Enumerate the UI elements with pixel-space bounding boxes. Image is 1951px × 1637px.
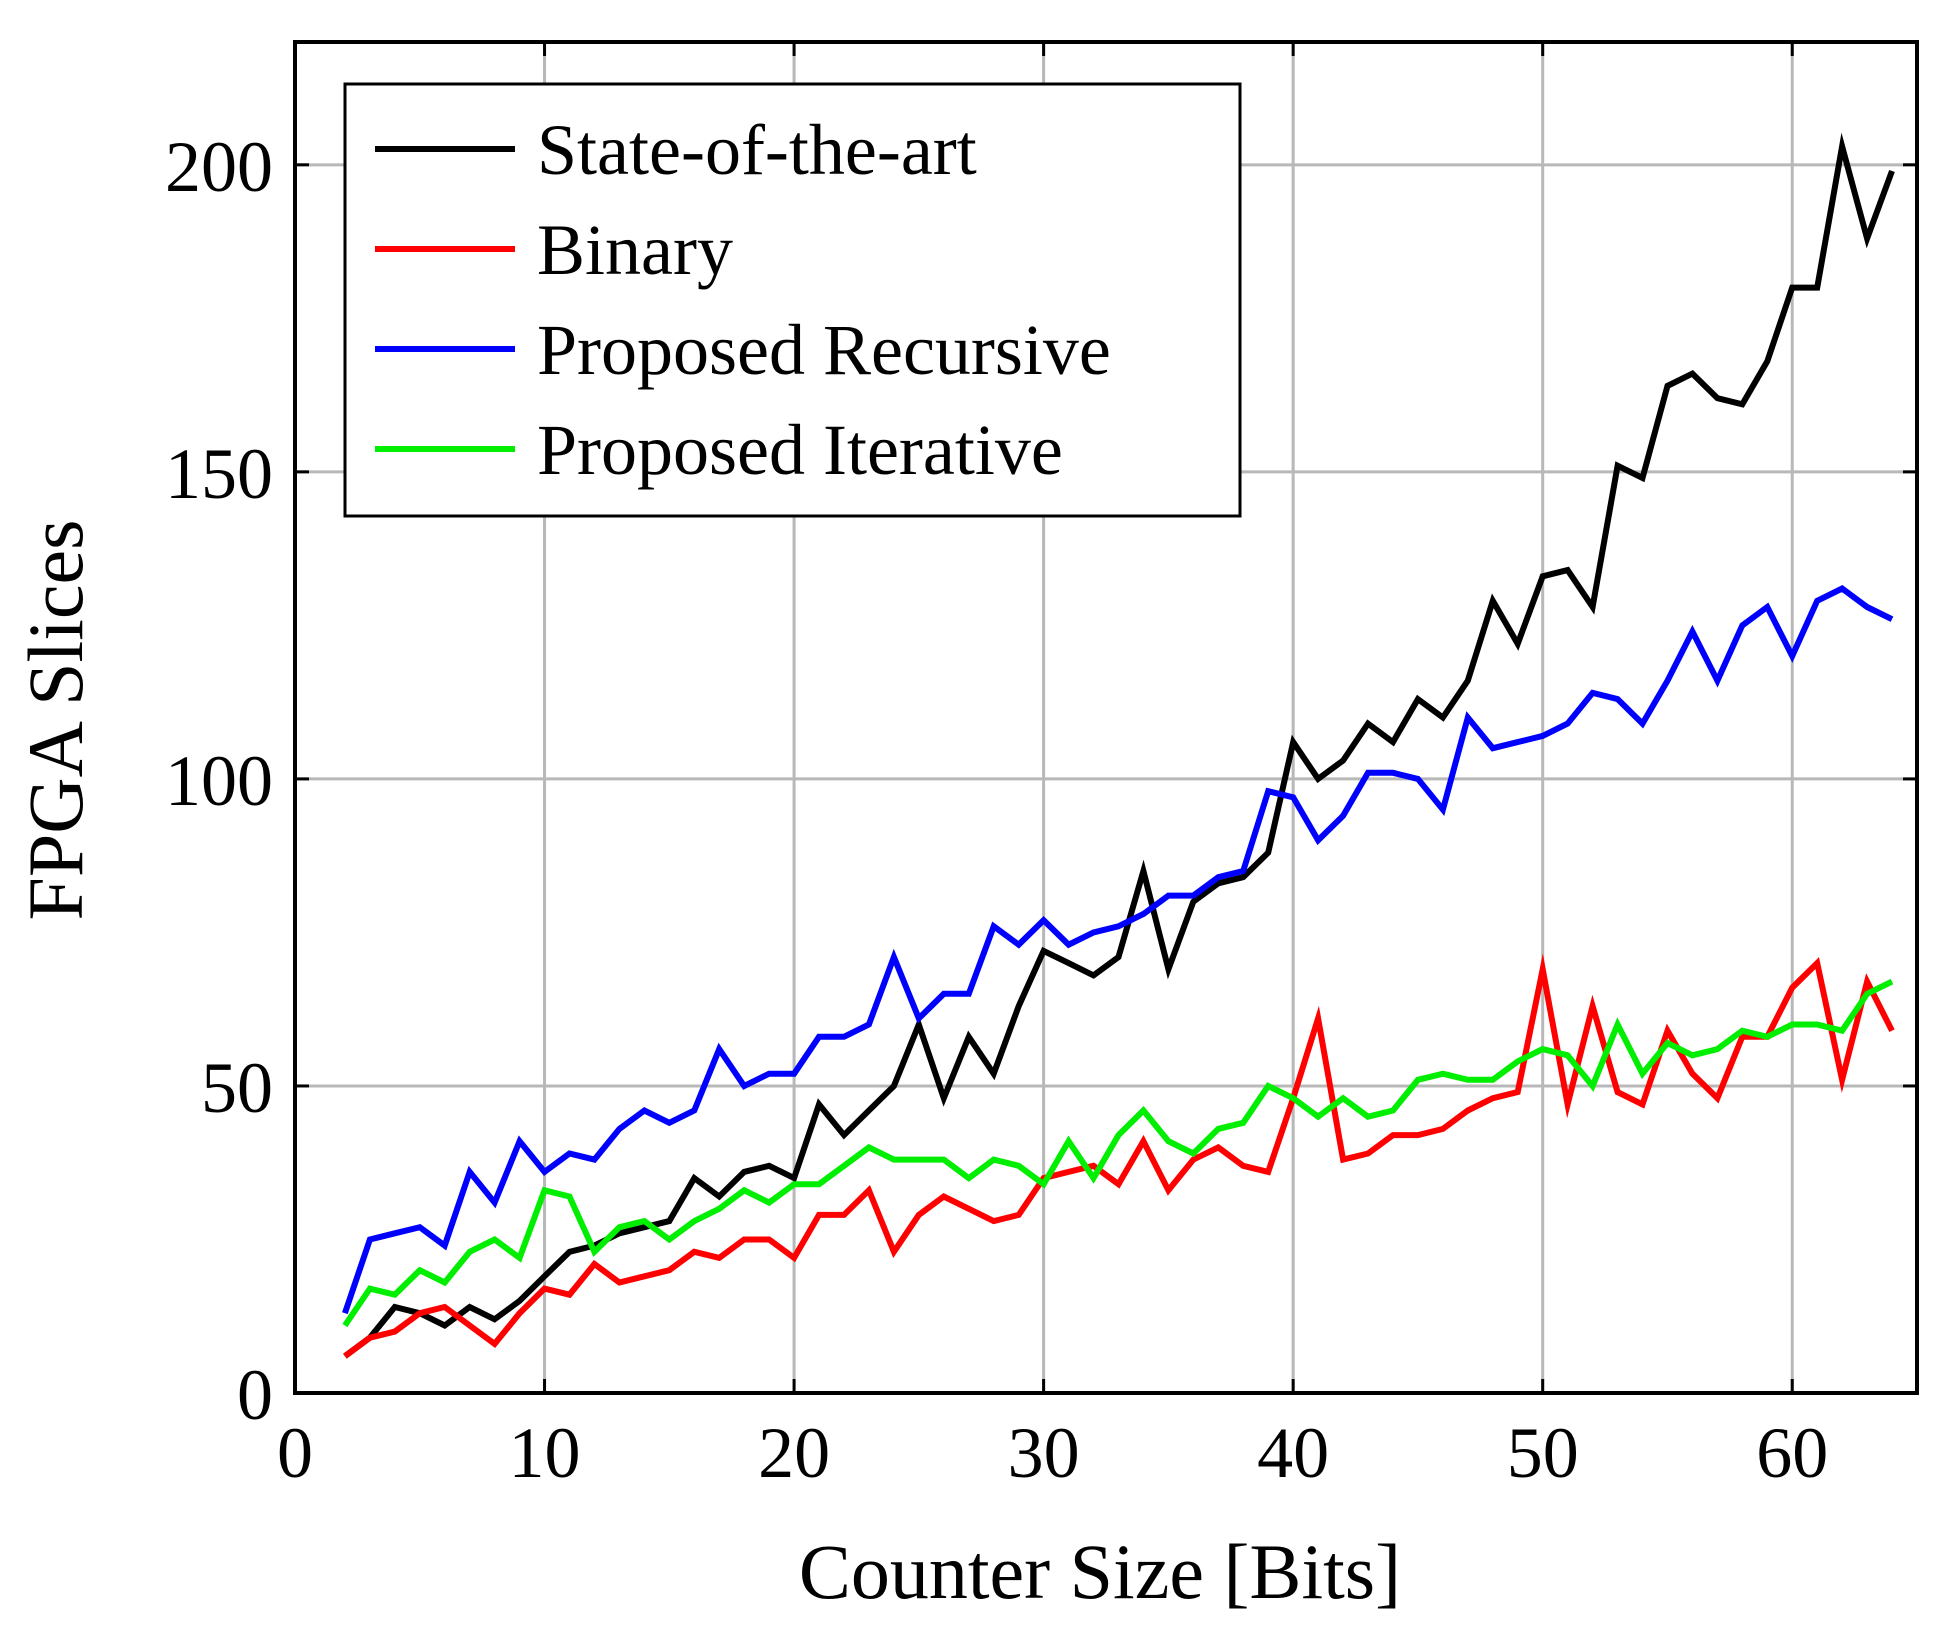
x-tick-label: 0 [277,1413,313,1493]
series-line-2 [342,584,1894,1315]
series-lines [342,132,1895,1359]
y-tick-label: 0 [237,1355,273,1435]
y-tick-label: 200 [165,127,273,207]
y-tick-label: 100 [165,741,273,821]
legend-label-3: Proposed Iterative [537,410,1063,490]
x-tick-label: 60 [1756,1413,1828,1493]
tick-marks [293,42,1917,1395]
legend-label-2: Proposed Recursive [537,310,1111,390]
x-tick-label: 50 [1507,1413,1579,1493]
y-axis-label: FPGA Slices [12,520,99,921]
x-tick-label: 10 [509,1413,581,1493]
x-tick-label: 40 [1257,1413,1329,1493]
y-tick-label: 150 [165,434,273,514]
legend-label-0: State-of-the-art [537,110,977,190]
series-line-1 [343,953,1895,1359]
legend-box [343,82,1242,518]
x-tick-label: 30 [1008,1413,1080,1493]
tick-labels: 0 10 20 30 40 50 60 0 50 100 150 200 [165,127,1828,1493]
legend: State-of-the-art Binary Proposed Recursive… [343,82,1242,518]
x-axis-label: Counter Size [Bits] [799,1528,1401,1615]
legend-label-1: Binary [537,210,733,290]
x-tick-label: 20 [758,1413,830,1493]
series-line-3 [342,978,1894,1328]
y-tick-label: 50 [201,1048,273,1128]
plot-frame [293,40,1919,1395]
